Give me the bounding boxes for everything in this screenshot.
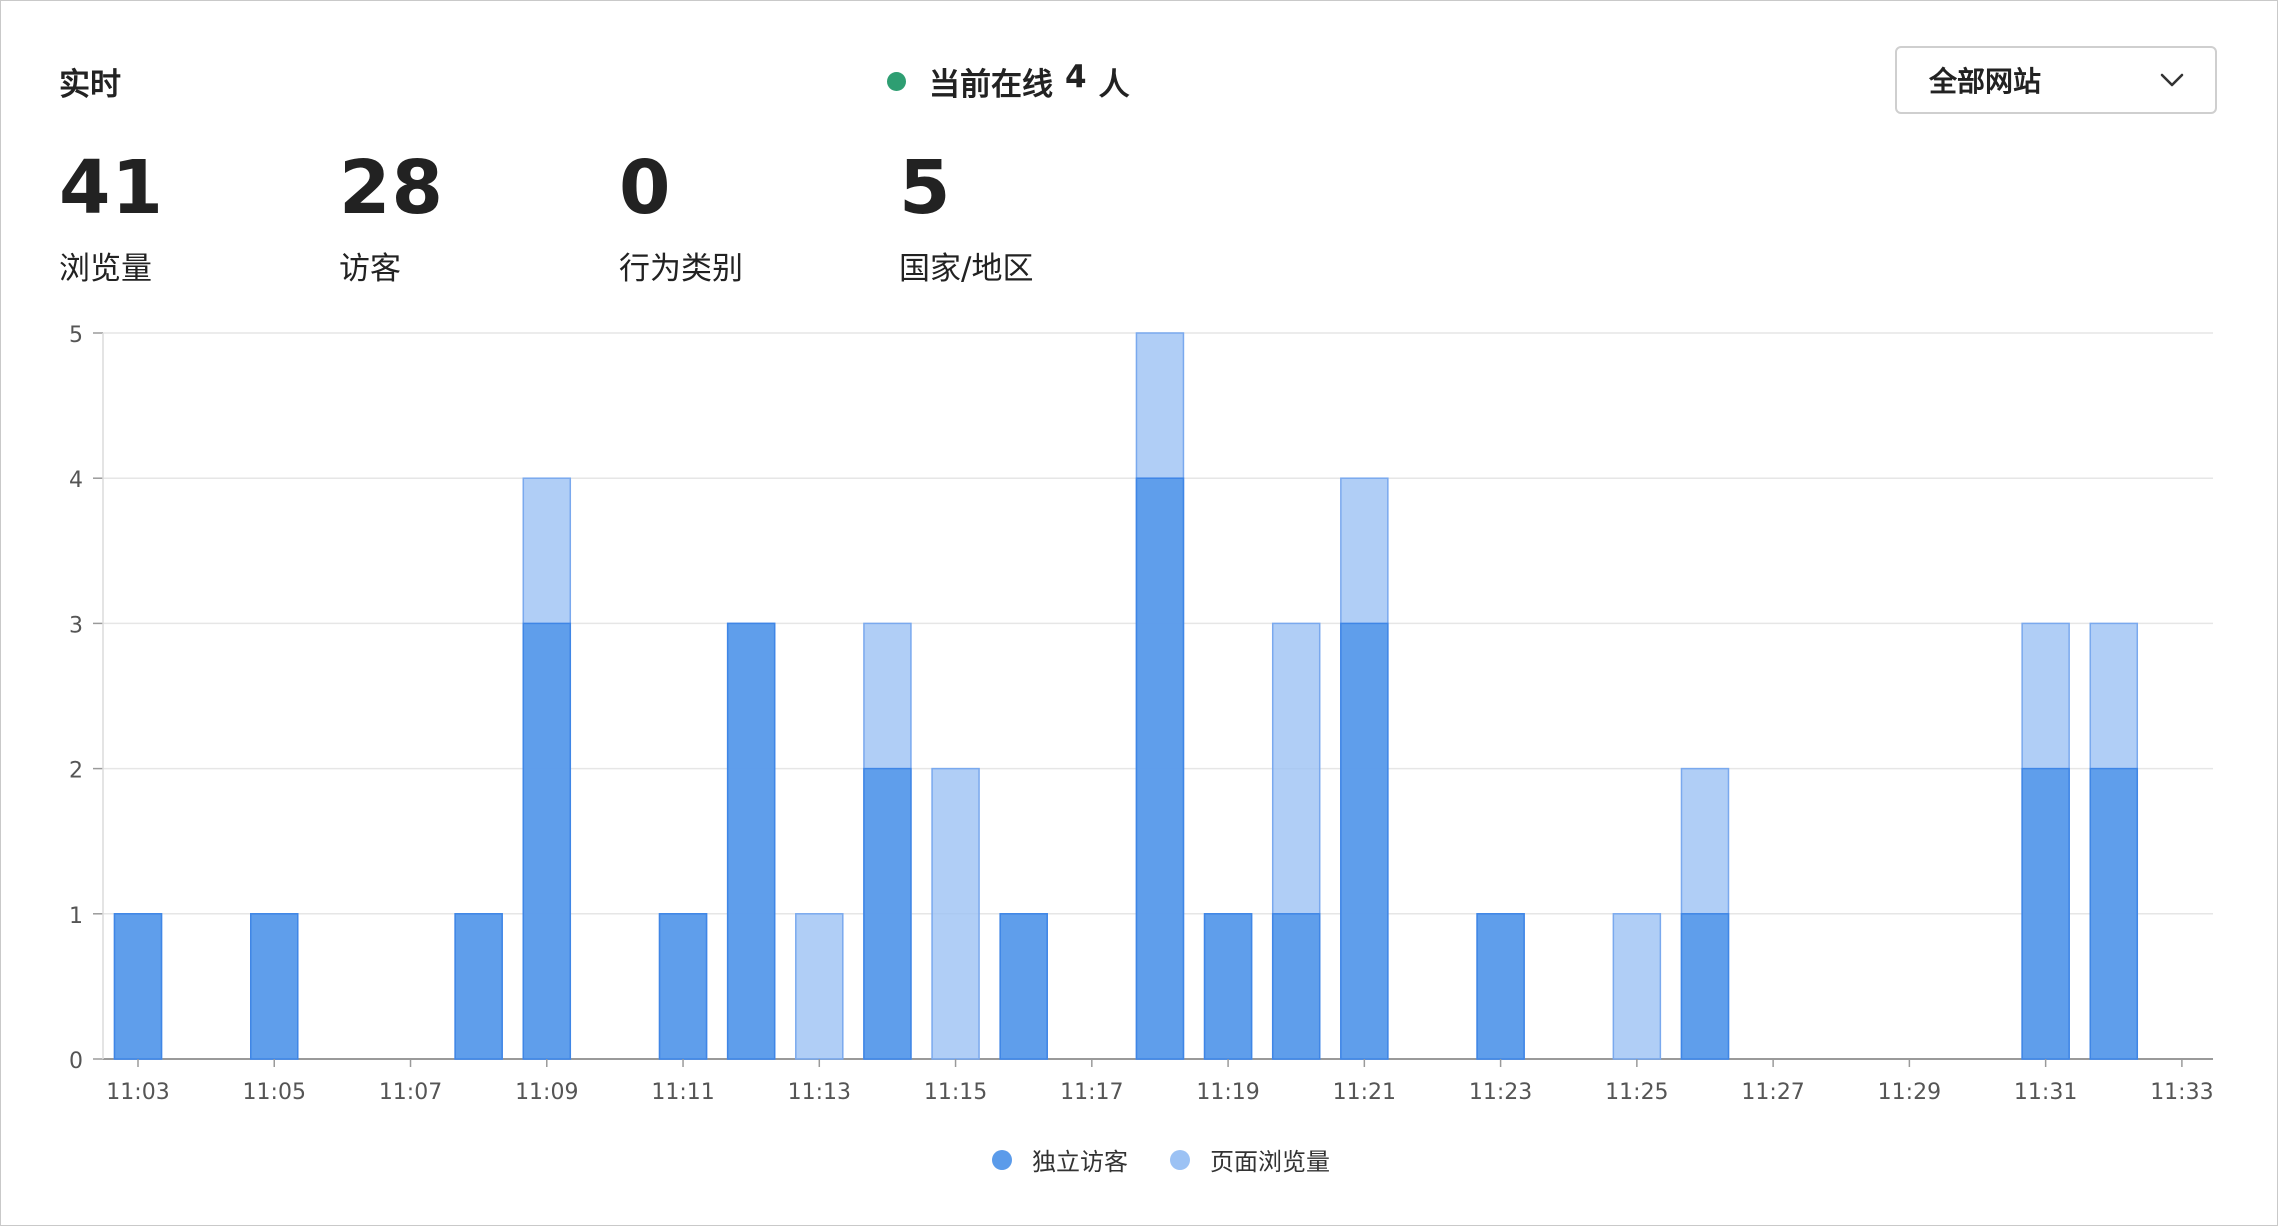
- online-status-dot-icon: [887, 72, 906, 91]
- x-tick-label: 11:29: [1878, 1080, 1941, 1105]
- x-tick-label: 11:15: [924, 1080, 987, 1105]
- metric-event-categories: 0 行为类别: [619, 151, 743, 288]
- legend-item-pageviews[interactable]: 页面浏览量: [1170, 1142, 1330, 1177]
- metric-label: 浏览量: [59, 251, 152, 287]
- bar-unique-visitors: [1271, 913, 1321, 1060]
- x-tick-label: 11:17: [1060, 1080, 1123, 1105]
- x-tick-label: 11:25: [1605, 1080, 1668, 1105]
- online-unit: 人: [1098, 67, 1130, 103]
- x-tick-label: 11:07: [379, 1080, 442, 1105]
- metric-label: 行为类别: [619, 251, 743, 287]
- bar-unique-visitors: [522, 622, 572, 1060]
- bar-unique-visitors: [113, 913, 163, 1060]
- legend-dot-icon: [992, 1149, 1012, 1170]
- x-tick-label: 11:31: [2014, 1080, 2077, 1105]
- bar-unique-visitors: [454, 913, 503, 1060]
- x-tick-label: 11:19: [1196, 1080, 1259, 1105]
- bar-pageviews: [1612, 913, 1662, 1060]
- x-tick-label: 11:11: [651, 1080, 714, 1105]
- bar-unique-visitors: [863, 767, 912, 1060]
- online-count: 4: [1065, 59, 1087, 95]
- bar-unique-visitors: [2021, 767, 2070, 1060]
- x-tick-label: 11:13: [788, 1080, 851, 1105]
- site-select-dropdown[interactable]: 全部网站: [1895, 46, 2217, 114]
- chevron-down-icon: [2160, 73, 2184, 87]
- bar-unique-visitors: [726, 622, 776, 1060]
- bar-unique-visitors: [999, 913, 1048, 1060]
- metric-label: 国家/地区: [899, 251, 1034, 287]
- legend-dot-icon: [1170, 1149, 1190, 1170]
- bar-unique-visitors: [658, 913, 708, 1060]
- x-tick-label: 11:23: [1469, 1080, 1532, 1105]
- bar-unique-visitors: [2089, 767, 2139, 1060]
- bar-unique-visitors: [1476, 913, 1525, 1060]
- y-tick-label: 1: [69, 904, 83, 929]
- metric-value: 41: [59, 145, 164, 231]
- site-select-value: 全部网站: [1929, 65, 2042, 98]
- bar-unique-visitors: [250, 913, 299, 1060]
- x-tick-label: 11:03: [106, 1080, 169, 1105]
- x-tick-label: 11:33: [2150, 1080, 2213, 1105]
- metric-value: 28: [339, 145, 444, 231]
- x-tick-label: 11:09: [515, 1080, 578, 1105]
- legend-label: 独立访客: [1032, 1148, 1128, 1176]
- online-label: 当前在线: [929, 67, 1053, 103]
- realtime-bar-chart: 0 1 2 3 4 5 11:03 11:05 11:07 11:09 11:11 11:13 11:1…: [69, 323, 2214, 1105]
- x-tick-label: 11:21: [1333, 1080, 1396, 1105]
- bar-unique-visitors: [1340, 622, 1389, 1060]
- y-tick-label: 2: [69, 759, 83, 784]
- panel-title: 实时: [59, 67, 121, 103]
- bar-pageviews: [795, 913, 844, 1060]
- bar-unique-visitors: [1203, 913, 1253, 1060]
- legend-label: 页面浏览量: [1210, 1148, 1330, 1176]
- y-tick-label: 5: [69, 323, 83, 348]
- metric-pageviews: 41 浏览量: [59, 151, 164, 288]
- x-tick-label: 11:27: [1741, 1080, 1804, 1105]
- bar-pageviews: [931, 767, 980, 1060]
- y-tick-label: 4: [69, 468, 83, 493]
- bar-unique-visitors: [1135, 477, 1185, 1060]
- metric-value: 5: [899, 145, 952, 231]
- online-status: 当前在线 4 人: [887, 59, 1130, 104]
- metric-label: 访客: [339, 251, 401, 287]
- metric-value: 0: [619, 145, 672, 231]
- y-tick-label: 0: [69, 1049, 83, 1074]
- legend-item-unique-visitors[interactable]: 独立访客: [992, 1142, 1128, 1177]
- metric-visitors: 28 访客: [339, 151, 444, 288]
- metric-countries: 5 国家/地区: [899, 151, 1033, 288]
- chart-legend: 独立访客 页面浏览量: [1, 1142, 2280, 1177]
- y-tick-label: 3: [69, 613, 83, 638]
- x-tick-label: 11:05: [243, 1080, 306, 1105]
- bar-unique-visitors: [1680, 913, 1730, 1060]
